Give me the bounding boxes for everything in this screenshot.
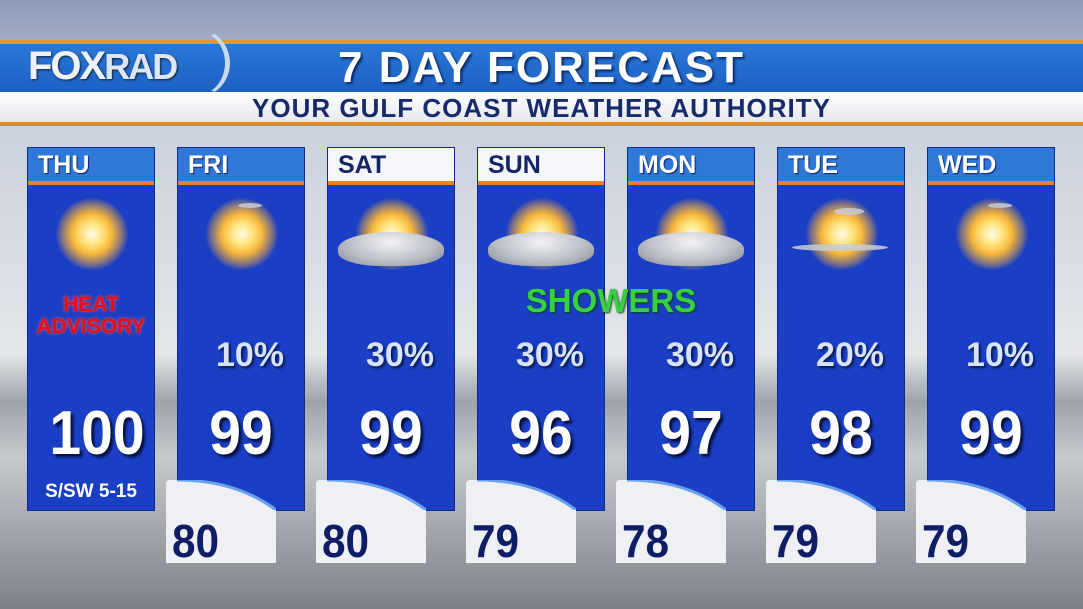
low-box-curve [626,480,726,510]
precip-chance: 30% [665,336,734,374]
high-temp: 99 [359,399,423,468]
day-tab: WED [928,148,1054,185]
day-tab: MON [628,148,754,185]
showers-label: SHOWERS [525,282,697,319]
cloud-icon [988,203,1012,208]
day-tab: TUE [778,148,904,185]
low-box-curve [776,480,876,510]
low-box-curve [326,480,426,510]
precip-chance: 20% [815,336,884,374]
day-tab: FRI [178,148,304,185]
day-card-mon: MON 30% 97 [627,147,755,511]
day-label: SUN [488,151,541,179]
day-label: THU [38,151,90,179]
day-card-sat: SAT 30% 99 [327,147,455,511]
precip-chance: 10% [215,336,284,374]
heat-advisory-line1: HEAT [63,293,119,316]
day-tab: SAT [328,148,454,185]
wind-forecast: S/SW 5-15 [45,481,137,502]
precip-chance: 10% [965,336,1034,374]
foxrad-logo: FOXRAD [28,44,178,88]
heat-advisory-line2: ADVISORY [36,315,146,338]
high-temp: 96 [509,399,573,468]
high-temp: 98 [809,399,873,468]
day-label: SAT [338,151,387,179]
low-temp: 79 [472,515,520,563]
low-temp-box: 79 [916,480,1026,563]
low-temp-box: 79 [766,480,876,563]
day-label: MON [638,151,697,179]
low-box-curve [176,480,276,510]
day-card-sun: SUN 30% 96 [477,147,605,511]
cloud-icon [488,232,594,266]
day-label: TUE [788,151,838,179]
high-temp: 100 [49,399,145,468]
day-tab: SUN [478,148,604,185]
low-temp: 80 [322,515,370,563]
day-label: FRI [188,151,229,179]
low-temp: 78 [622,515,670,563]
cloud-icon [338,232,444,266]
sun-icon [206,198,278,270]
precip-chance: 30% [515,336,584,374]
day-card-wed: WED 10% 99 [927,147,1055,511]
low-temp: 80 [172,515,220,563]
cloud-icon [834,208,864,215]
low-temp-box: 80 [166,480,276,563]
low-temp-box: 78 [616,480,726,563]
cloud-icon [792,244,888,251]
forecast-title: 7 DAY FORECAST [338,43,745,92]
day-card-fri: FRI 10% 99 [177,147,305,511]
subtitle-bar [0,92,1083,126]
sun-icon [956,198,1028,270]
day-label: WED [938,151,997,179]
day-card-tue: TUE 20% 98 [777,147,905,511]
low-temp-box: 79 [466,480,576,563]
high-temp: 99 [959,399,1023,468]
day-card-thu: THU HEAT ADVISORY 100 S/SW 5-15 [27,147,155,511]
low-temp-box: 80 [316,480,426,563]
cloud-icon [638,232,744,266]
precip-chance: 30% [365,336,434,374]
low-temp: 79 [922,515,970,563]
high-temp: 97 [659,399,723,468]
radar-rings-icon [160,28,230,98]
high-temp: 99 [209,399,273,468]
low-box-curve [926,480,1026,510]
low-box-curve [476,480,576,510]
cloud-icon [238,203,262,208]
day-tab: THU [28,148,154,185]
low-temp: 79 [772,515,820,563]
sun-icon [56,198,128,270]
forecast-subtitle: YOUR GULF COAST WEATHER AUTHORITY [252,93,831,123]
